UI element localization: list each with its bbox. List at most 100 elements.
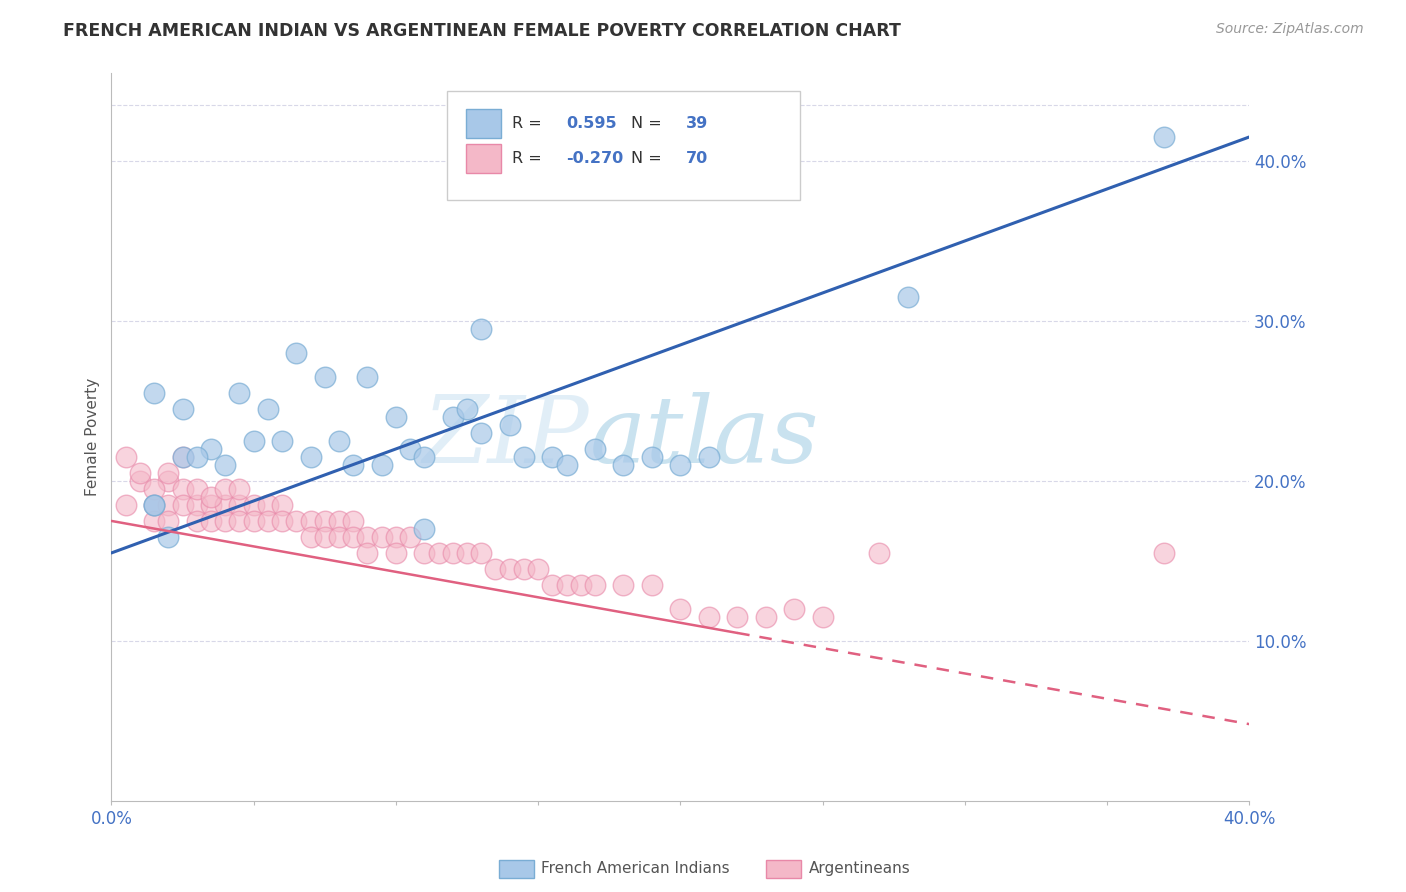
Point — [427, 546, 450, 560]
Point — [285, 514, 308, 528]
Point — [641, 578, 664, 592]
Point — [783, 602, 806, 616]
Point — [399, 442, 422, 456]
Point — [470, 546, 492, 560]
Text: 39: 39 — [686, 117, 709, 131]
Point — [285, 346, 308, 360]
Point — [583, 442, 606, 456]
Text: Source: ZipAtlas.com: Source: ZipAtlas.com — [1216, 22, 1364, 37]
Point — [200, 498, 222, 512]
Point — [143, 514, 166, 528]
FancyBboxPatch shape — [467, 145, 501, 173]
Point — [555, 578, 578, 592]
Point — [527, 562, 550, 576]
FancyBboxPatch shape — [467, 110, 501, 138]
Point — [342, 458, 364, 472]
Point — [214, 514, 236, 528]
Point — [725, 610, 748, 624]
Point — [299, 514, 322, 528]
Point — [157, 514, 180, 528]
Point — [257, 498, 280, 512]
Point — [356, 370, 378, 384]
Point — [399, 530, 422, 544]
Point — [413, 450, 436, 464]
Point — [242, 434, 264, 448]
Point — [869, 546, 891, 560]
Point — [541, 578, 564, 592]
Point — [328, 530, 350, 544]
Point — [441, 546, 464, 560]
Point — [143, 386, 166, 401]
Point — [228, 498, 250, 512]
Point — [143, 498, 166, 512]
Point — [242, 514, 264, 528]
Point — [172, 498, 194, 512]
Point — [356, 530, 378, 544]
Point — [370, 530, 392, 544]
Point — [811, 610, 834, 624]
Point — [470, 425, 492, 440]
Point — [385, 409, 408, 424]
Point — [228, 386, 250, 401]
Point — [299, 450, 322, 464]
Point — [214, 498, 236, 512]
Point — [172, 482, 194, 496]
Point — [697, 450, 720, 464]
Text: FRENCH AMERICAN INDIAN VS ARGENTINEAN FEMALE POVERTY CORRELATION CHART: FRENCH AMERICAN INDIAN VS ARGENTINEAN FE… — [63, 22, 901, 40]
Point — [271, 514, 294, 528]
Point — [669, 458, 692, 472]
Point — [228, 482, 250, 496]
Point — [456, 546, 478, 560]
Point — [569, 578, 592, 592]
Point — [641, 450, 664, 464]
Point — [186, 482, 208, 496]
Point — [114, 450, 136, 464]
Point — [186, 450, 208, 464]
Point — [157, 466, 180, 480]
Point — [172, 401, 194, 416]
Point — [314, 514, 336, 528]
Text: R =: R = — [512, 117, 547, 131]
Point — [441, 409, 464, 424]
Point — [1153, 546, 1175, 560]
Point — [555, 458, 578, 472]
Text: N =: N = — [631, 117, 668, 131]
Point — [583, 578, 606, 592]
Point — [242, 498, 264, 512]
Point — [755, 610, 778, 624]
Point — [385, 530, 408, 544]
Point — [470, 322, 492, 336]
Point — [669, 602, 692, 616]
Point — [299, 530, 322, 544]
Point — [200, 514, 222, 528]
Point — [114, 498, 136, 512]
Point — [200, 442, 222, 456]
Text: French American Indians: French American Indians — [541, 862, 730, 876]
Point — [1153, 130, 1175, 145]
Point — [697, 610, 720, 624]
Text: 0.595: 0.595 — [567, 117, 617, 131]
Point — [143, 498, 166, 512]
Point — [413, 522, 436, 536]
Point — [897, 290, 920, 304]
Text: N =: N = — [631, 152, 668, 167]
Point — [128, 474, 150, 488]
Point — [214, 482, 236, 496]
Point — [128, 466, 150, 480]
Point — [228, 514, 250, 528]
Text: -0.270: -0.270 — [567, 152, 624, 167]
Point — [214, 458, 236, 472]
Point — [172, 450, 194, 464]
Text: 70: 70 — [686, 152, 709, 167]
Point — [456, 401, 478, 416]
Text: atlas: atlas — [589, 392, 818, 482]
Point — [186, 514, 208, 528]
Text: Argentineans: Argentineans — [808, 862, 910, 876]
Point — [314, 530, 336, 544]
Point — [257, 514, 280, 528]
Point — [314, 370, 336, 384]
Point — [200, 490, 222, 504]
Point — [186, 498, 208, 512]
FancyBboxPatch shape — [447, 91, 800, 201]
Point — [342, 514, 364, 528]
